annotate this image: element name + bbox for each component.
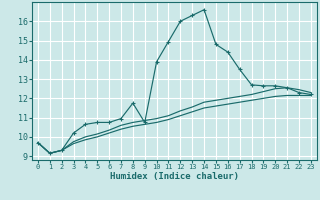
X-axis label: Humidex (Indice chaleur): Humidex (Indice chaleur) xyxy=(110,172,239,181)
